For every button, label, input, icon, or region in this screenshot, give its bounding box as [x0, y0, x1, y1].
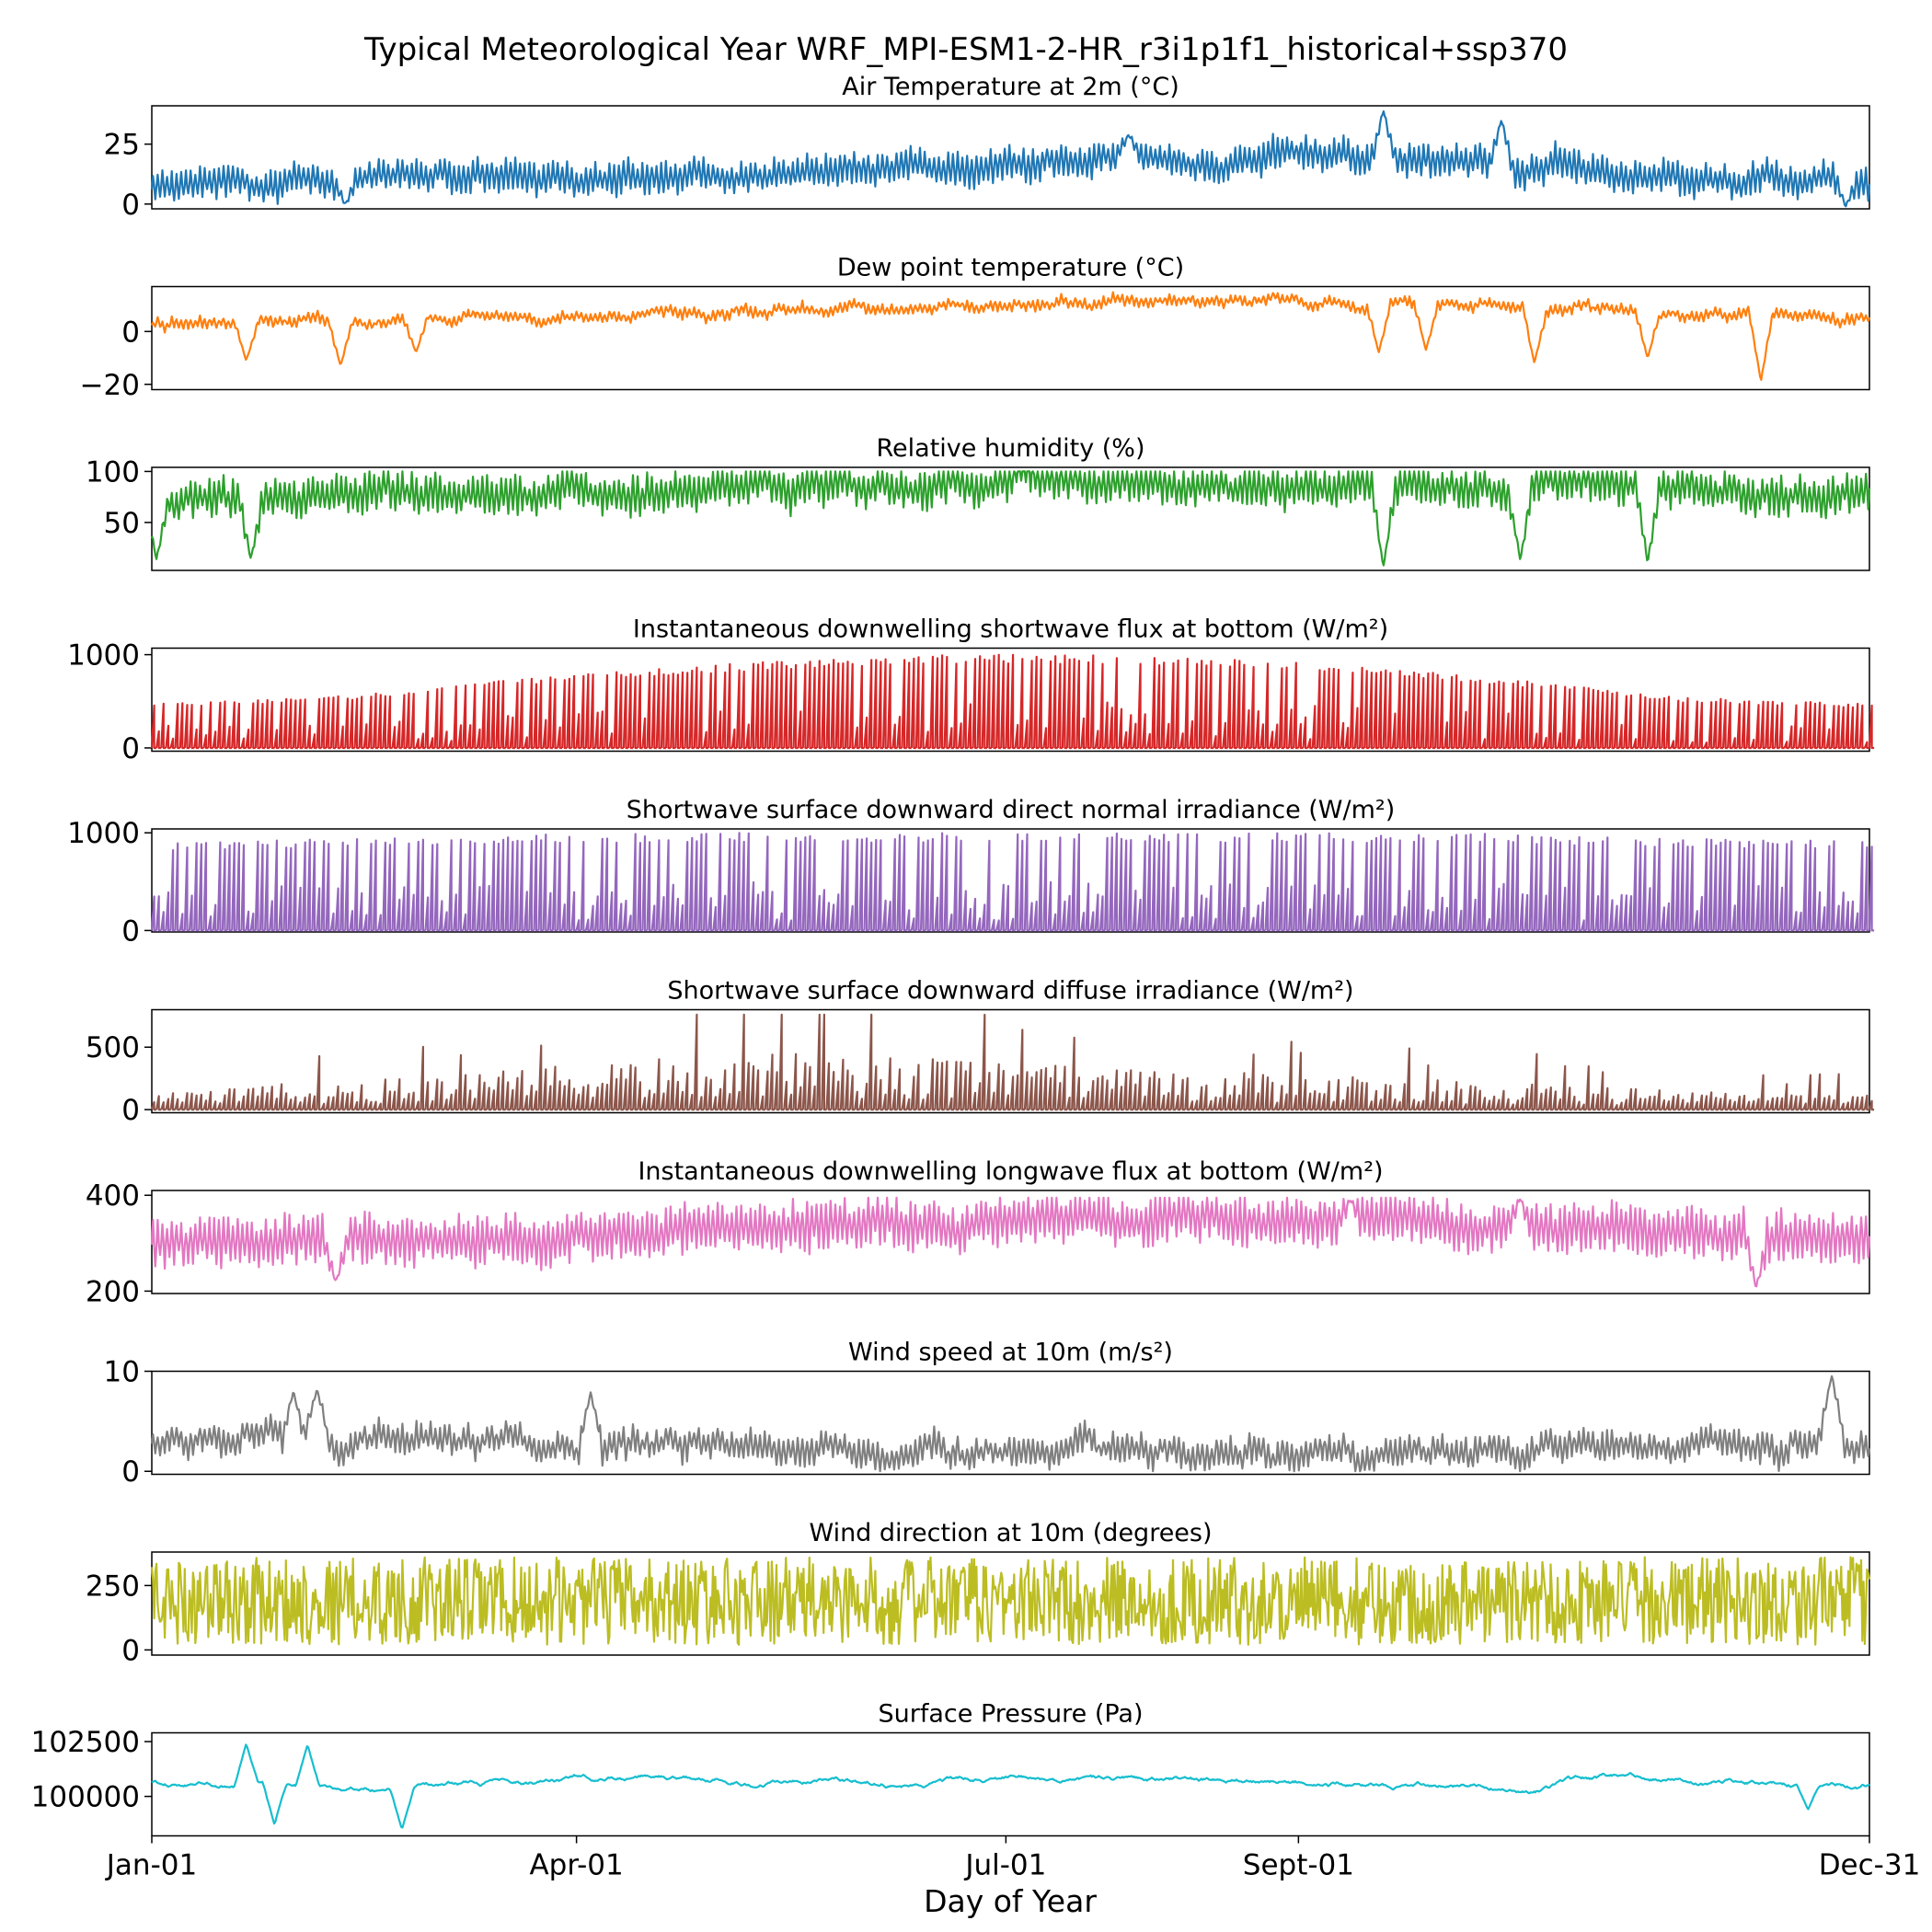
subplot-title: Instantaneous downwelling shortwave flux…	[633, 615, 1388, 644]
y-tick-label: 0	[121, 1634, 140, 1667]
axes-frame	[151, 105, 1870, 210]
y-tick-label: 0	[121, 316, 140, 349]
axes-frame	[151, 285, 1870, 391]
shared-x-axis: Jan-01 Apr-01 Jul-01 Sept-01 Dec-31	[105, 1835, 1921, 1882]
series-line-dni	[150, 832, 1875, 932]
subplot-title: Wind speed at 10m (m/s²)	[848, 1339, 1173, 1367]
subplot-psfc: Surface Pressure (Pa) 100000 102500	[31, 1700, 1870, 1837]
series-line-dif	[150, 1013, 1875, 1111]
series-line-wd	[150, 1556, 1871, 1646]
x-tick-label: Apr-01	[529, 1849, 623, 1882]
y-tick-label: 50	[104, 507, 140, 540]
subplot-grid: Air Temperature at 2m (°C) 0 25 Dew point t…	[31, 73, 1875, 1837]
subplot-title: Relative humidity (%)	[876, 434, 1144, 463]
figure-title: Typical Meteorological Year WRF_MPI-ESM1…	[363, 31, 1568, 68]
y-tick-label: 100	[86, 455, 140, 489]
axes-frame	[151, 466, 1870, 571]
axes-frame	[151, 1008, 1870, 1114]
y-tick-label: 0	[121, 732, 140, 765]
axes-frame	[151, 828, 1870, 933]
series-line-t2	[150, 109, 1871, 208]
subplot-title: Wind direction at 10m (degrees)	[809, 1519, 1212, 1547]
x-tick-label: Jul-01	[963, 1849, 1046, 1882]
subplot-title: Air Temperature at 2m (°C)	[842, 73, 1179, 101]
x-axis-label: Day of Year	[924, 1883, 1097, 1919]
axes-frame	[151, 1370, 1870, 1476]
subplot-rh: Relative humidity (%) 50 100	[86, 434, 1871, 571]
y-tick-label: 500	[86, 1031, 140, 1064]
subplot-glw: Instantaneous downwelling longwave flux …	[86, 1157, 1871, 1308]
y-tick-label: 0	[121, 1094, 140, 1127]
y-tick-label: 1000	[67, 817, 140, 850]
series-line-swdown	[150, 653, 1875, 750]
subplot-wd: Wind direction at 10m (degrees) 0 250	[86, 1519, 1871, 1667]
series-line-psfc	[151, 1743, 1870, 1829]
series-line-rh	[151, 470, 1871, 567]
subplot-swdown: Instantaneous downwelling shortwave flux…	[67, 615, 1875, 765]
y-tick-label: 200	[86, 1275, 140, 1308]
series-line-ws	[150, 1374, 1871, 1473]
subplot-title: Shortwave surface downward direct normal…	[627, 796, 1396, 824]
y-tick-label: 400	[86, 1179, 140, 1213]
y-tick-label: 25	[104, 129, 140, 162]
y-tick-label: −20	[80, 369, 140, 402]
x-tick-label: Dec-31	[1819, 1849, 1921, 1882]
y-tick-label: 0	[121, 189, 140, 222]
series-line-d2	[150, 291, 1871, 381]
axes-frame	[151, 647, 1870, 753]
subplot-title: Shortwave surface downward diffuse irrad…	[667, 977, 1353, 1006]
subplot-title: Instantaneous downwelling longwave flux …	[638, 1157, 1383, 1186]
y-tick-label: 10	[104, 1356, 140, 1389]
subplot-dif: Shortwave surface downward diffuse irrad…	[86, 977, 1875, 1127]
y-tick-label: 250	[86, 1570, 140, 1603]
y-tick-label: 100000	[31, 1781, 140, 1814]
series-line-glw	[150, 1196, 1871, 1288]
y-tick-label: 0	[121, 1455, 140, 1489]
axes-frame	[151, 1551, 1870, 1656]
y-tick-label: 102500	[31, 1726, 140, 1759]
subplot-title: Surface Pressure (Pa)	[879, 1700, 1144, 1729]
y-tick-label: 1000	[67, 639, 140, 673]
subplot-t2: Air Temperature at 2m (°C) 0 25	[104, 73, 1871, 222]
x-tick-label: Jan-01	[105, 1849, 197, 1882]
subplot-title: Dew point temperature (°C)	[837, 254, 1184, 282]
subplot-ws: Wind speed at 10m (m/s²) 0 10	[104, 1339, 1871, 1489]
subplot-d2: Dew point temperature (°C) −20 0	[80, 254, 1871, 402]
x-tick-label: Sept-01	[1243, 1849, 1354, 1882]
y-tick-label: 0	[121, 914, 140, 948]
subplot-dni: Shortwave surface downward direct normal…	[67, 796, 1875, 948]
axes-frame	[151, 1731, 1870, 1837]
